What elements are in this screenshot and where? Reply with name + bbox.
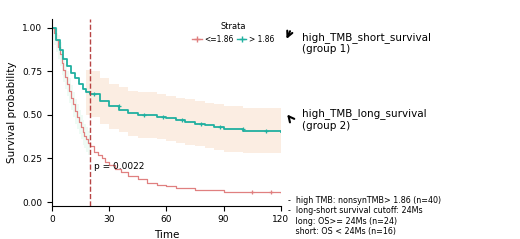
- Text: p = 0.0022: p = 0.0022: [94, 162, 145, 171]
- Text: high_TMB_short_survival
(group 1): high_TMB_short_survival (group 1): [302, 32, 431, 54]
- Legend: <=1.86, > 1.86: <=1.86, > 1.86: [189, 19, 277, 47]
- X-axis label: Time: Time: [154, 230, 179, 239]
- Text: -  high TMB: nonsynTMB> 1.86 (n=40)
  -  long-short survival cutoff: 24Ms
     l: - high TMB: nonsynTMB> 1.86 (n=40) - lon…: [283, 196, 441, 236]
- Y-axis label: Survival probability: Survival probability: [7, 62, 17, 163]
- Text: high_TMB_long_survival
(group 2): high_TMB_long_survival (group 2): [302, 108, 426, 131]
